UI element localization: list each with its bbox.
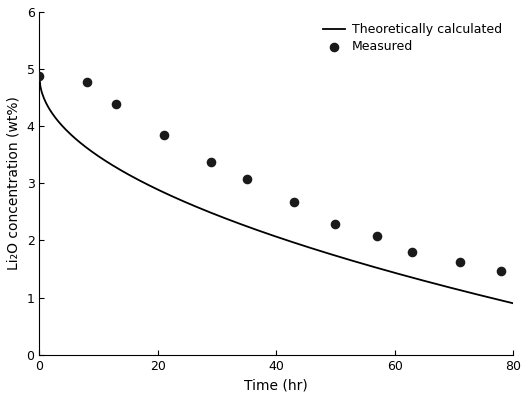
Measured (290, 199, 298, 205)
Theoretically calculated (264, 231, 270, 236)
Measured (456, 258, 464, 265)
Measured (331, 221, 340, 227)
Measured (112, 101, 120, 108)
Legend: Theoretically calculated, Measured: Theoretically calculated, Measured (318, 18, 507, 58)
Theoretically calculated (498, 298, 505, 303)
Line: Theoretically calculated: Theoretically calculated (40, 76, 513, 303)
Theoretically calculated (261, 230, 268, 235)
Measured (497, 267, 505, 274)
Measured (242, 176, 251, 182)
Y-axis label: Li₂O concentration (wt%): Li₂O concentration (wt%) (7, 96, 21, 270)
Measured (159, 132, 168, 138)
X-axis label: Time (hr): Time (hr) (244, 378, 308, 392)
Theoretically calculated (510, 301, 516, 306)
Theoretically calculated (293, 241, 299, 245)
Measured (35, 73, 44, 79)
Theoretically calculated (36, 73, 43, 78)
Theoretically calculated (425, 279, 431, 284)
Measured (373, 233, 381, 240)
Measured (82, 79, 91, 85)
Measured (408, 249, 417, 255)
Theoretically calculated (318, 249, 325, 254)
Measured (207, 159, 215, 165)
